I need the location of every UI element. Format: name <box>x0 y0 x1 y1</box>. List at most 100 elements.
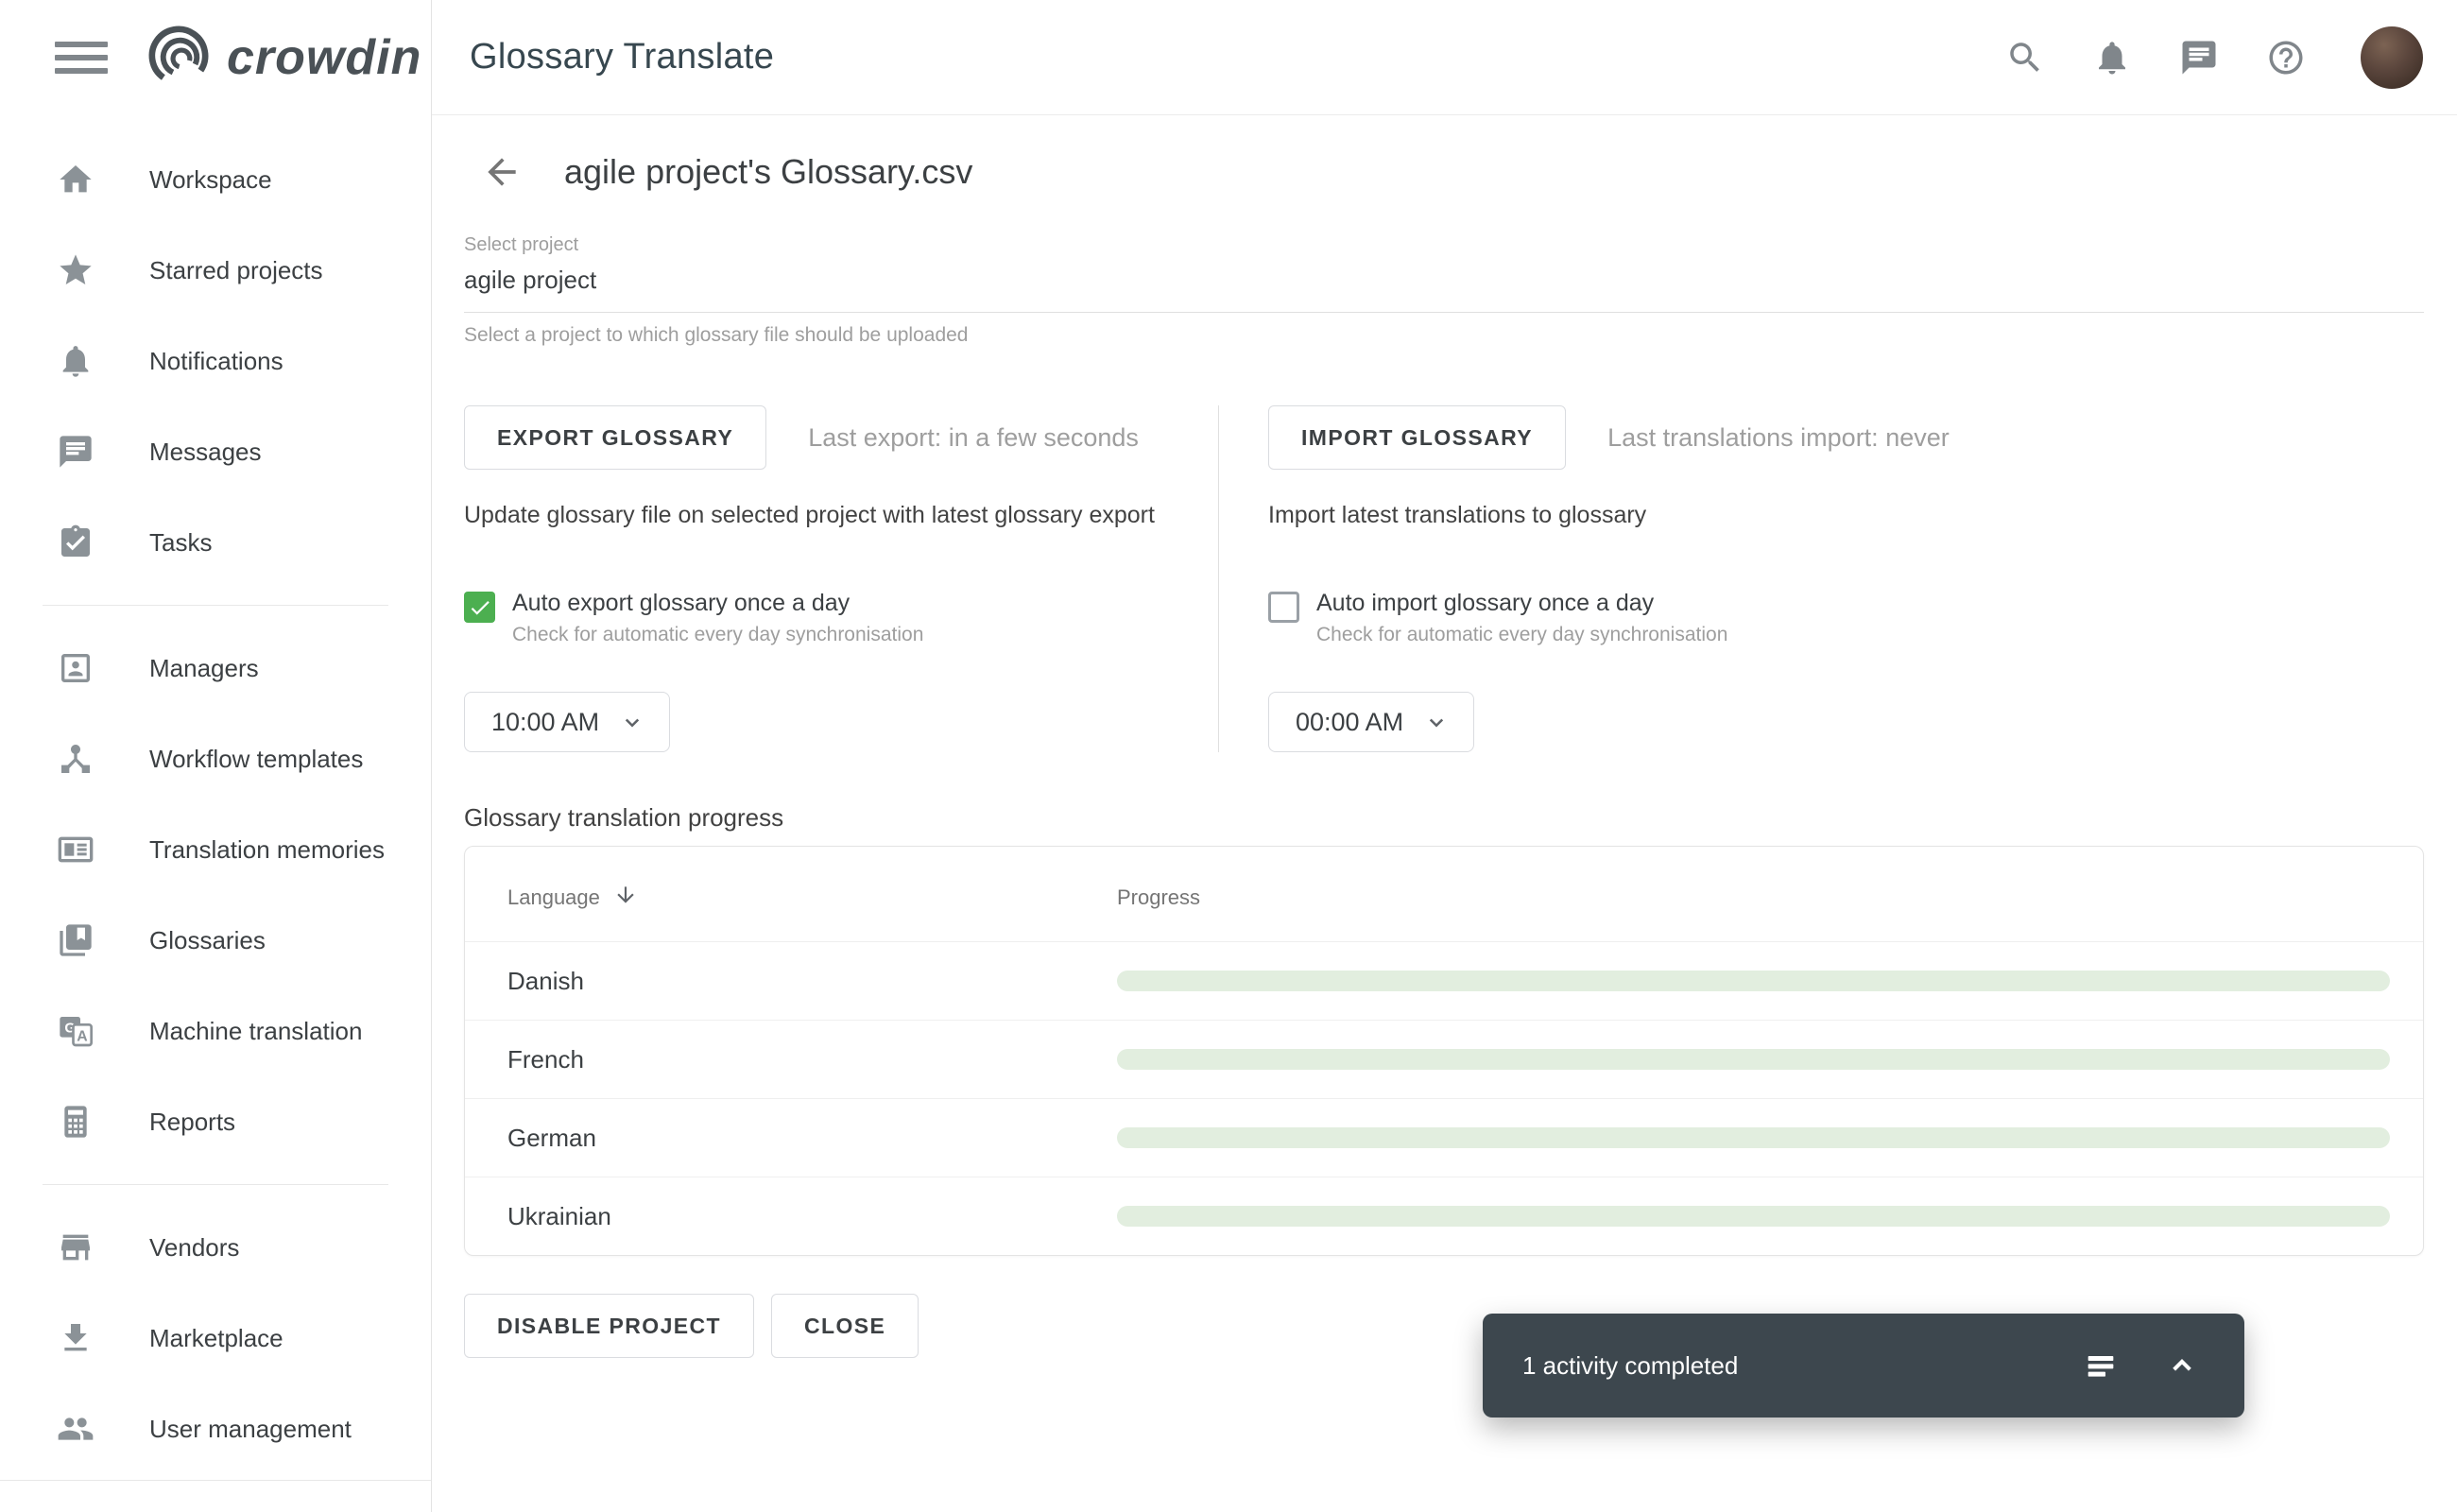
calculator-icon <box>57 1103 94 1141</box>
crowdin-logo-icon <box>144 21 214 95</box>
sidebar-item-managers[interactable]: Managers <box>0 623 431 713</box>
sidebar-item-tasks[interactable]: Tasks <box>0 497 431 588</box>
task-check-icon <box>57 524 94 561</box>
star-icon <box>57 251 94 289</box>
hamburger-menu-icon[interactable] <box>55 39 110 77</box>
sidebar-item-label: Tasks <box>149 527 213 557</box>
progress-bar <box>1117 1127 2390 1148</box>
sidebar-bottom-divider <box>0 1480 431 1481</box>
sidebar-item-label: Messages <box>149 437 262 466</box>
sidebar-item-workflow-templates[interactable]: Workflow templates <box>0 713 431 804</box>
sort-descending-arrow-icon[interactable] <box>613 883 638 913</box>
toast-message: 1 activity completed <box>1522 1350 1739 1380</box>
close-button[interactable]: CLOSE <box>770 1294 919 1358</box>
progress-table: Language Progress Danish French German <box>464 846 2424 1256</box>
sidebar-item-label: Reports <box>149 1107 236 1136</box>
table-row: German <box>465 1098 2423 1177</box>
import-time-dropdown[interactable]: 00:00 AM <box>1268 692 1475 752</box>
progress-section-title: Glossary translation progress <box>464 803 784 832</box>
sidebar-item-user-management[interactable]: User management <box>0 1383 431 1474</box>
search-icon[interactable] <box>2005 38 2045 77</box>
sidebar-item-label: Glossaries <box>149 925 266 954</box>
auto-import-sublabel: Check for automatic every day synchronis… <box>1316 624 1728 645</box>
chevron-up-icon[interactable] <box>2163 1347 2201 1384</box>
progress-bar <box>1117 971 2390 991</box>
table-row: Danish <box>465 941 2423 1020</box>
auto-export-row: Auto export glossary once a day Check fo… <box>464 590 1218 646</box>
people-icon <box>57 1410 94 1448</box>
select-project-value[interactable]: agile project <box>464 266 597 294</box>
sidebar-item-label: Starred projects <box>149 255 323 284</box>
sidebar-item-translation-memories[interactable]: Translation memories <box>0 804 431 895</box>
sidebar-nav: Workspace Starred projects Notifications… <box>0 115 431 1481</box>
workflow-hub-icon <box>57 740 94 778</box>
progress-bar <box>1117 1049 2390 1070</box>
export-time-dropdown[interactable]: 10:00 AM <box>464 692 671 752</box>
select-project-helper: Select a project to which glossary file … <box>464 324 969 346</box>
sidebar-divider <box>43 1184 388 1185</box>
import-description: Import latest translations to glossary <box>1268 502 1647 528</box>
sidebar-item-marketplace[interactable]: Marketplace <box>0 1293 431 1383</box>
sidebar-item-glossaries[interactable]: Glossaries <box>0 895 431 986</box>
progress-table-header: Language Progress <box>465 847 2423 941</box>
user-avatar[interactable] <box>2361 26 2423 89</box>
auto-import-label: Auto import glossary once a day <box>1316 590 1655 616</box>
footer-actions: DISABLE PROJECT CLOSE <box>464 1294 2424 1358</box>
sidebar-item-starred-projects[interactable]: Starred projects <box>0 225 431 316</box>
export-description: Update glossary file on selected project… <box>464 502 1155 528</box>
import-column: IMPORT GLOSSARY Last translations import… <box>1218 405 2424 752</box>
last-import-status: Last translations import: never <box>1607 422 1950 452</box>
crowdin-logo[interactable]: crowdin <box>144 21 421 95</box>
messages-chat-icon[interactable] <box>2179 38 2219 77</box>
crowdin-logo-text: crowdin <box>227 30 422 85</box>
manager-card-icon <box>57 649 94 687</box>
activity-list-icon[interactable] <box>2082 1347 2120 1384</box>
help-icon[interactable] <box>2266 38 2306 77</box>
sync-columns: EXPORT GLOSSARY Last export: in a few se… <box>464 405 2424 752</box>
home-icon <box>57 161 94 198</box>
import-glossary-button[interactable]: IMPORT GLOSSARY <box>1268 405 1567 470</box>
last-export-status: Last export: in a few seconds <box>808 422 1139 452</box>
auto-export-label: Auto export glossary once a day <box>512 590 850 616</box>
download-icon <box>57 1319 94 1357</box>
sidebar: crowdin Workspace Starred projects Notif… <box>0 0 432 1512</box>
language-cell: German <box>507 1123 596 1152</box>
export-glossary-button[interactable]: EXPORT GLOSSARY <box>464 405 767 470</box>
sidebar-item-label: Marketplace <box>149 1323 284 1352</box>
project-select-block: Select project agile project Select a pr… <box>464 234 2424 347</box>
glossary-file-title: agile project's Glossary.csv <box>564 152 973 191</box>
sidebar-divider <box>43 605 388 606</box>
books-bookmark-icon <box>57 921 94 959</box>
auto-import-checkbox[interactable] <box>1268 592 1299 623</box>
sidebar-item-vendors[interactable]: Vendors <box>0 1202 431 1293</box>
page-title: Glossary Translate <box>470 37 775 77</box>
auto-export-checkbox[interactable] <box>464 592 495 623</box>
language-cell: Ukrainian <box>507 1201 611 1230</box>
progress-bar <box>1117 1206 2390 1227</box>
sidebar-item-label: Machine translation <box>149 1016 363 1045</box>
table-row: Ukrainian <box>465 1177 2423 1255</box>
chevron-down-icon <box>1429 718 1444 728</box>
svg-text:G: G <box>64 1021 76 1037</box>
back-arrow-icon[interactable] <box>481 151 523 193</box>
table-row: French <box>465 1020 2423 1098</box>
sidebar-item-reports[interactable]: Reports <box>0 1076 431 1167</box>
sidebar-item-workspace[interactable]: Workspace <box>0 134 431 225</box>
language-column-header[interactable]: Language <box>507 885 600 909</box>
disable-project-button[interactable]: DISABLE PROJECT <box>464 1294 754 1358</box>
notifications-bell-icon[interactable] <box>2092 38 2132 77</box>
language-cell: Danish <box>507 966 584 995</box>
sidebar-item-label: User management <box>149 1414 352 1443</box>
activity-toast[interactable]: 1 activity completed <box>1483 1314 2244 1418</box>
sidebar-item-notifications[interactable]: Notifications <box>0 316 431 406</box>
svg-text:A: A <box>77 1029 88 1045</box>
auto-export-sublabel: Check for automatic every day synchronis… <box>512 624 924 645</box>
language-cell: French <box>507 1044 584 1074</box>
select-project-label: Select project <box>464 234 579 255</box>
top-app-bar: Glossary Translate <box>432 0 2457 115</box>
sidebar-item-label: Notifications <box>149 346 284 375</box>
sidebar-item-messages[interactable]: Messages <box>0 406 431 497</box>
